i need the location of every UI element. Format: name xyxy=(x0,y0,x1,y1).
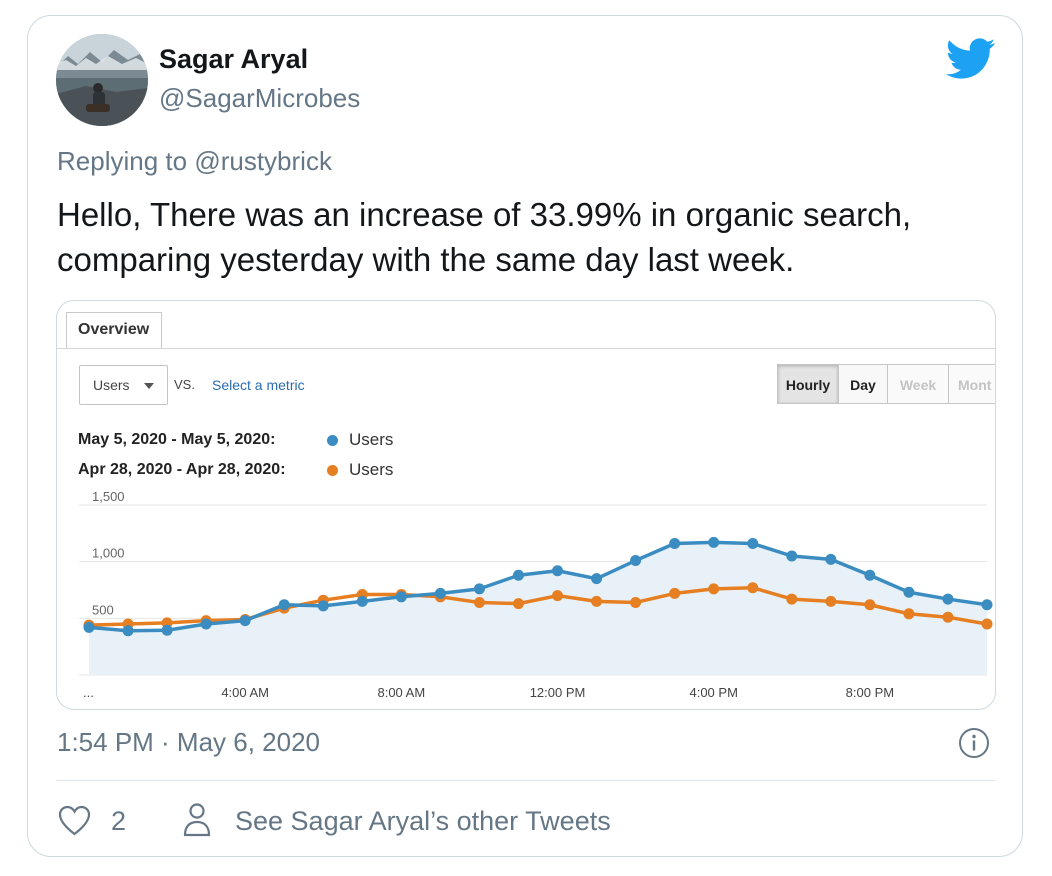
current-data-point xyxy=(942,593,954,605)
previous-data-point xyxy=(981,618,993,630)
current-data-point xyxy=(864,569,876,581)
current-data-point xyxy=(552,565,564,577)
previous-data-point xyxy=(669,587,681,599)
previous-data-point xyxy=(786,593,798,605)
granularity-month[interactable]: Mont xyxy=(948,364,995,404)
previous-data-point xyxy=(864,599,876,611)
legend-range-previous: Apr 28, 2020 - Apr 28, 2020: xyxy=(78,461,286,478)
previous-data-point xyxy=(473,596,485,608)
legend-series-previous: Users xyxy=(349,460,394,479)
current-data-point xyxy=(278,599,290,611)
y-tick-label: 1,500 xyxy=(92,489,125,504)
tab-divider xyxy=(66,348,995,349)
current-data-point xyxy=(825,553,837,565)
current-data-point xyxy=(981,599,993,611)
metric-dropdown[interactable]: Users xyxy=(79,365,168,405)
tweet-text: Hello, There was an increase of 33.99% i… xyxy=(57,192,1007,282)
legend-series-current: Users xyxy=(349,430,394,449)
legend-dot-current xyxy=(327,435,338,446)
tweet-text-line-2: comparing yesterday with the same day la… xyxy=(57,241,795,278)
tweet-media-image[interactable]: Overview Users VS. Select a metric Hourl… xyxy=(56,300,996,710)
current-data-point xyxy=(747,538,759,550)
replying-prefix: Replying to xyxy=(57,146,188,176)
tab-divider-left xyxy=(57,348,66,349)
previous-data-point xyxy=(630,596,642,608)
current-data-point xyxy=(512,569,524,581)
x-tick-label: 8:00 AM xyxy=(377,685,425,700)
info-icon[interactable] xyxy=(958,727,990,759)
x-tick-label: 8:00 PM xyxy=(846,685,894,700)
y-tick-label: 500 xyxy=(92,602,114,617)
current-data-point xyxy=(473,583,485,595)
current-data-point xyxy=(786,550,798,562)
current-data-point xyxy=(708,536,720,548)
current-data-point xyxy=(395,591,407,603)
author-name[interactable]: Sagar Aryal xyxy=(159,44,309,74)
tweet-timestamp[interactable]: 1:54 PM · May 6, 2020 xyxy=(57,727,321,757)
current-data-point xyxy=(122,625,134,637)
current-data-point xyxy=(356,595,368,607)
tab-overview[interactable]: Overview xyxy=(66,312,162,348)
replying-to-line: Replying to @rustybrick xyxy=(57,146,332,177)
x-tick-label: 4:00 PM xyxy=(689,685,737,700)
y-tick-label: 1,000 xyxy=(92,546,125,561)
vs-label: VS. xyxy=(174,377,195,392)
previous-data-point xyxy=(747,582,759,594)
users-line-chart: 1,500 1,000 500... 4:00 AM 8:00 AM 12:00 PM 4:… xyxy=(79,489,993,700)
previous-data-point xyxy=(903,608,915,620)
person-icon[interactable] xyxy=(182,802,212,838)
current-data-point xyxy=(200,618,212,630)
metric-dropdown-label: Users xyxy=(93,377,130,393)
x-tick-label: 4:00 AM xyxy=(221,685,269,700)
granularity-week[interactable]: Week xyxy=(887,364,949,404)
current-data-point xyxy=(669,538,681,550)
previous-data-point xyxy=(512,598,524,610)
current-data-point xyxy=(83,621,95,633)
current-series-line xyxy=(88,540,988,633)
x-tick-label: 12:00 PM xyxy=(530,685,586,700)
current-data-point xyxy=(317,600,329,612)
previous-data-point xyxy=(942,611,954,623)
avatar-photo xyxy=(56,34,148,126)
reply-mention-link[interactable]: @rustybrick xyxy=(194,146,332,176)
current-data-point xyxy=(161,624,173,636)
tweet-text-line-1: Hello, There was an increase of 33.99% i… xyxy=(57,196,912,233)
legend-dot-previous xyxy=(327,465,338,476)
granularity-hourly[interactable]: Hourly xyxy=(777,364,839,404)
previous-data-point xyxy=(825,595,837,607)
select-metric-link[interactable]: Select a metric xyxy=(212,377,305,393)
current-data-point xyxy=(591,573,603,585)
previous-data-point xyxy=(552,590,564,602)
see-other-tweets-link[interactable]: See Sagar Aryal’s other Tweets xyxy=(235,806,611,836)
x-tick-label: ... xyxy=(83,685,94,700)
author-handle[interactable]: @SagarMicrobes xyxy=(159,83,361,113)
heart-icon[interactable] xyxy=(58,805,91,836)
current-data-point xyxy=(434,587,446,599)
footer-divider xyxy=(56,780,996,781)
previous-data-point xyxy=(708,583,720,595)
previous-data-point xyxy=(591,595,603,607)
granularity-day[interactable]: Day xyxy=(838,364,888,404)
current-series-area xyxy=(89,542,987,675)
current-data-point xyxy=(239,615,251,627)
caret-down-icon xyxy=(144,383,154,389)
twitter-bird-icon[interactable] xyxy=(946,38,996,80)
analytics-screenshot: Overview Users VS. Select a metric Hourl… xyxy=(57,301,995,709)
author-avatar[interactable] xyxy=(56,34,148,126)
legend-range-current: May 5, 2020 - May 5, 2020: xyxy=(78,431,276,448)
like-count[interactable]: 2 xyxy=(111,806,127,836)
current-data-point xyxy=(903,586,915,598)
current-data-point xyxy=(630,555,642,567)
